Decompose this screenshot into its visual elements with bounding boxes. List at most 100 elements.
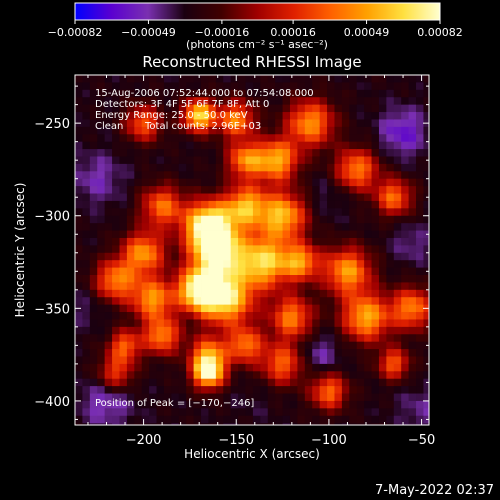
image-pixel	[134, 267, 143, 276]
image-pixel	[275, 82, 283, 91]
image-pixel	[252, 141, 261, 150]
image-pixel	[319, 178, 328, 187]
image-pixel	[275, 326, 283, 335]
image-pixel	[186, 149, 195, 157]
image-pixel	[423, 104, 429, 113]
image-pixel	[245, 415, 254, 424]
image-pixel	[282, 112, 291, 120]
image-pixel	[149, 156, 157, 165]
image-pixel	[186, 312, 195, 320]
image-pixel	[275, 289, 283, 298]
image-pixel	[364, 141, 372, 150]
image-pixel	[163, 400, 172, 409]
image-pixel	[364, 312, 372, 320]
image-pixel	[208, 200, 217, 209]
image-pixel	[393, 289, 402, 298]
image-pixel	[260, 408, 269, 417]
image-pixel	[186, 89, 195, 98]
image-pixel	[141, 126, 150, 135]
image-pixel	[215, 378, 224, 387]
image-pixel	[238, 289, 246, 298]
image-pixel	[282, 119, 291, 128]
image-pixel	[141, 363, 150, 372]
image-pixel	[223, 252, 232, 261]
image-pixel	[327, 408, 335, 417]
image-pixel	[104, 178, 113, 187]
image-pixel	[126, 267, 135, 276]
image-pixel	[282, 319, 291, 328]
image-pixel	[408, 178, 417, 187]
image-pixel	[223, 156, 232, 165]
image-pixel	[223, 326, 232, 335]
image-pixel	[163, 89, 172, 98]
image-pixel	[104, 312, 113, 320]
image-pixel	[215, 89, 224, 98]
image-pixel	[393, 223, 402, 231]
image-pixel	[82, 304, 91, 313]
image-pixel	[327, 282, 335, 291]
image-pixel	[178, 408, 187, 417]
image-pixel	[89, 208, 98, 217]
image-pixel	[186, 230, 195, 239]
image-pixel	[163, 341, 172, 350]
image-pixel	[230, 223, 239, 231]
image-pixel	[393, 267, 402, 276]
image-pixel	[371, 104, 380, 113]
image-pixel	[267, 230, 276, 239]
image-pixel	[112, 237, 120, 246]
image-pixel	[245, 97, 254, 106]
image-pixel	[260, 304, 269, 313]
image-pixel	[393, 237, 402, 246]
image-pixel	[163, 371, 172, 380]
image-pixel	[267, 423, 276, 425]
image-pixel	[163, 378, 172, 387]
image-pixel	[386, 386, 395, 394]
image-pixel	[393, 326, 402, 335]
image-pixel	[334, 378, 343, 387]
image-pixel	[297, 104, 306, 113]
image-pixel	[178, 260, 187, 268]
image-pixel	[341, 112, 350, 120]
image-pixel	[126, 275, 135, 283]
image-pixel	[163, 245, 172, 254]
image-pixel	[334, 267, 343, 276]
image-pixel	[327, 215, 335, 224]
image-pixel	[312, 341, 321, 350]
image-pixel	[252, 326, 261, 335]
image-pixel	[252, 282, 261, 291]
annotation-energy: Energy Range: 25.0 - 50.0 keV	[95, 110, 248, 121]
image-pixel	[297, 371, 306, 380]
image-pixel	[297, 415, 306, 424]
image-pixel	[193, 312, 202, 320]
image-pixel	[416, 363, 424, 372]
image-pixel	[371, 126, 380, 135]
image-pixel	[297, 341, 306, 350]
image-pixel	[208, 312, 217, 320]
image-pixel	[178, 178, 187, 187]
image-pixel	[215, 356, 224, 365]
image-pixel	[171, 171, 180, 180]
image-pixel	[141, 297, 150, 306]
image-pixel	[408, 104, 417, 113]
image-pixel	[416, 230, 424, 239]
image-pixel	[260, 82, 269, 91]
image-pixel	[82, 149, 91, 157]
image-pixel	[386, 260, 395, 268]
image-pixel	[364, 97, 372, 106]
image-pixel	[75, 378, 83, 387]
image-pixel	[112, 252, 120, 261]
image-pixel	[171, 178, 180, 187]
image-pixel	[178, 282, 187, 291]
image-pixel	[334, 341, 343, 350]
image-pixel	[238, 334, 246, 343]
image-pixel	[371, 297, 380, 306]
image-pixel	[393, 378, 402, 387]
image-pixel	[327, 275, 335, 283]
image-pixel	[252, 275, 261, 283]
image-pixel	[378, 112, 387, 120]
image-pixel	[134, 297, 143, 306]
image-pixel	[304, 304, 313, 313]
image-pixel	[312, 223, 321, 231]
image-pixel	[238, 326, 246, 335]
